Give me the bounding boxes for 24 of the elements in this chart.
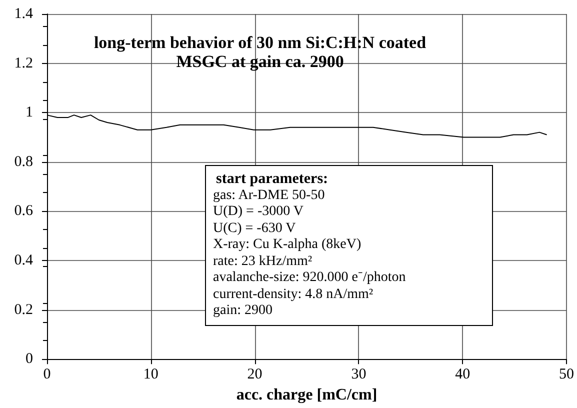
annotation: gas: Ar-DME 50-50 xyxy=(213,188,326,204)
x-tick-label: 20 xyxy=(247,366,262,383)
x-axis-title: acc. charge [mC/cm] xyxy=(236,386,378,404)
y-tick-label: 1.4 xyxy=(14,6,34,22)
annotation: U(C) = -630 V xyxy=(213,220,297,237)
annotation: X-ray: Cu K-alpha (8keV) xyxy=(213,237,362,254)
annotation: rate: 23 kHz/mm² xyxy=(213,254,314,270)
y-tick-label: 0.8 xyxy=(14,154,33,170)
annotation: U(D) = -3000 V xyxy=(213,204,304,220)
annotation: gain: 2900 xyxy=(213,303,274,320)
annotation: avalanche-size: 920.000 e⁻/photon xyxy=(213,270,407,286)
x-tick-label: 30 xyxy=(351,366,366,383)
x-tick-label: 50 xyxy=(559,366,574,383)
x-tick-label: 10 xyxy=(143,366,158,383)
annotation: current-density: 4.8 nA/mm² xyxy=(213,286,374,303)
x-tick-label: 40 xyxy=(455,366,470,383)
annotation: start parameters: xyxy=(215,171,330,188)
y-tick-label: 0.2 xyxy=(14,302,33,318)
y-tick-label: 0.6 xyxy=(14,203,34,220)
y-tick-label: 0.4 xyxy=(14,252,34,268)
y-tick-label: 1 xyxy=(26,104,33,121)
y-tick-label: 0 xyxy=(26,351,33,368)
y-tick-label: 1.2 xyxy=(14,55,33,72)
x-tick-label: 0 xyxy=(43,366,51,383)
